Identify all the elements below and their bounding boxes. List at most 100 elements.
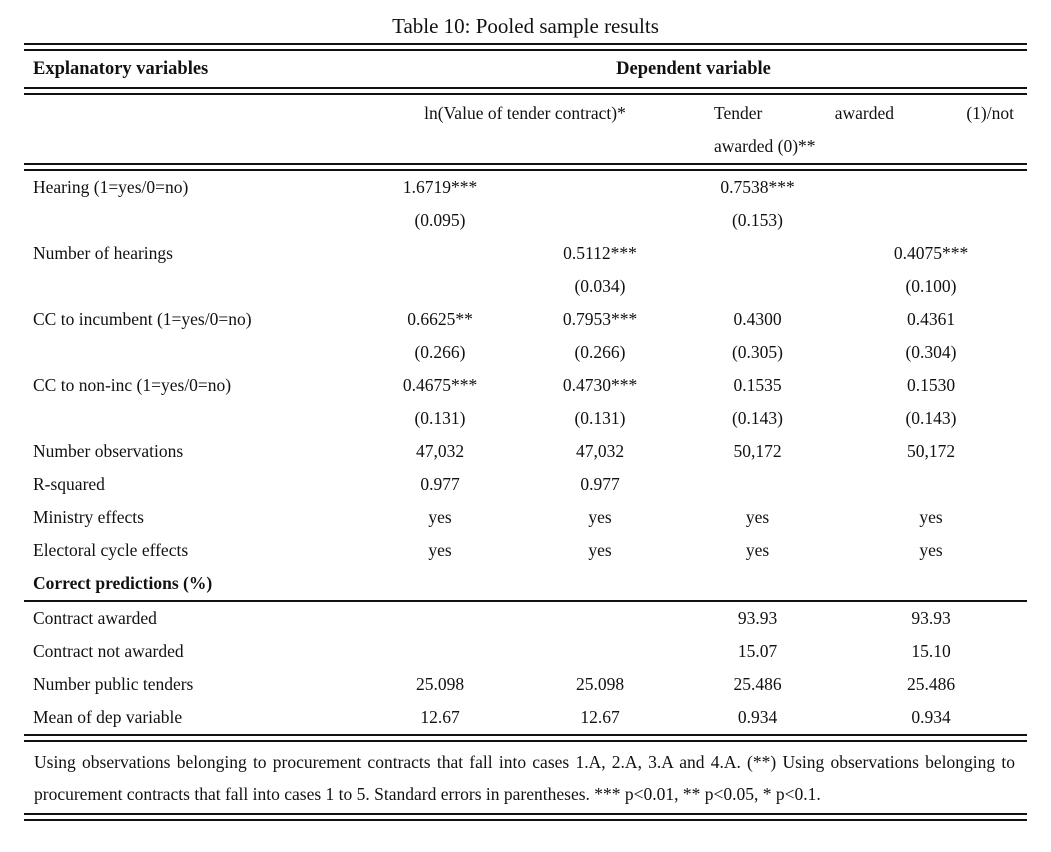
row-label: Hearing (1=yes/0=no) bbox=[33, 177, 189, 197]
subheader-tender-awarded-line1: Tender awarded (1)/not bbox=[714, 97, 1014, 130]
row-value bbox=[680, 270, 835, 303]
row-value bbox=[360, 567, 520, 600]
row-label: CC to incumbent (1=yes/0=no) bbox=[33, 309, 252, 329]
table-body-predictions: Contract awarded 93.93 93.93 Contract not a… bbox=[24, 602, 1027, 734]
row-label: Mean of dep variable bbox=[33, 707, 183, 727]
table-title: Table 10: Pooled sample results bbox=[392, 14, 659, 38]
row-value: 93.93 bbox=[737, 608, 778, 628]
row-value: (0.131) bbox=[414, 408, 466, 428]
rule-below-header bbox=[24, 87, 1027, 95]
row-value: yes bbox=[919, 540, 943, 560]
table-row: Hearing (1=yes/0=no) 1.6719*** 0.7538*** bbox=[24, 171, 1027, 204]
row-value: (0.266) bbox=[574, 342, 626, 362]
row-value bbox=[835, 204, 1027, 237]
header-explanatory-variables: Explanatory variables bbox=[33, 59, 209, 79]
table-row: CC to incumbent (1=yes/0=no) 0.6625** 0.79… bbox=[24, 303, 1027, 336]
rule-below-correct-predictions bbox=[24, 600, 1027, 602]
row-value: 93.93 bbox=[911, 608, 951, 628]
row-label: Number public tenders bbox=[33, 674, 194, 694]
rule-below-subheader bbox=[24, 163, 1027, 171]
row-label bbox=[24, 336, 360, 369]
row-value: 25.486 bbox=[906, 674, 956, 694]
row-label bbox=[24, 402, 360, 435]
row-value: 47,032 bbox=[575, 441, 625, 461]
row-value: 0.977 bbox=[420, 474, 460, 494]
row-label: Contract awarded bbox=[33, 608, 157, 628]
subheader-ln-value: ln(Value of tender contract)* bbox=[424, 103, 626, 123]
rule-bottom bbox=[24, 813, 1027, 821]
row-value bbox=[680, 237, 835, 270]
subheader-empty-cell bbox=[24, 95, 360, 163]
table-subheader-row: ln(Value of tender contract)* Tender awa… bbox=[24, 95, 1027, 163]
row-value: (0.143) bbox=[905, 408, 957, 428]
row-value: 0.934 bbox=[911, 707, 951, 727]
table-row: Mean of dep variable 12.67 12.67 0.934 0.934 bbox=[24, 701, 1027, 734]
row-value: 12.67 bbox=[420, 707, 460, 727]
row-label: Electoral cycle effects bbox=[33, 540, 189, 560]
table-row: Correct predictions (%) bbox=[24, 567, 1027, 600]
row-value: 0.934 bbox=[737, 707, 778, 727]
row-value: 25.486 bbox=[733, 674, 782, 694]
row-value: 25.098 bbox=[415, 674, 465, 694]
table-row: (0.266) (0.266) (0.305) (0.304) bbox=[24, 336, 1027, 369]
subheader-word-3: (1)/not bbox=[966, 103, 1014, 123]
row-value bbox=[520, 602, 680, 635]
table-row: Contract awarded 93.93 93.93 bbox=[24, 602, 1027, 635]
row-value: 0.5112*** bbox=[563, 243, 637, 263]
row-value: 25.098 bbox=[575, 674, 625, 694]
table-row: Number of hearings 0.5112*** 0.4075*** bbox=[24, 237, 1027, 270]
row-label: CC to non-inc (1=yes/0=no) bbox=[33, 375, 232, 395]
subheader-tender-awarded: Tender awarded (1)/not awarded (0)** bbox=[680, 95, 1027, 163]
row-value: (0.034) bbox=[574, 276, 626, 296]
table-row: Contract not awarded 15.07 15.10 bbox=[24, 635, 1027, 668]
row-value: 0.4675*** bbox=[402, 375, 478, 395]
row-label: R-squared bbox=[33, 474, 105, 494]
row-value bbox=[520, 204, 680, 237]
row-value: 0.1535 bbox=[733, 375, 782, 395]
row-value: 0.977 bbox=[580, 474, 620, 494]
table-footnote: Using observations belonging to procurem… bbox=[34, 752, 1015, 804]
row-value: (0.100) bbox=[905, 276, 957, 296]
row-value bbox=[835, 567, 1027, 600]
row-value: (0.304) bbox=[905, 342, 957, 362]
row-value: 15.10 bbox=[911, 641, 951, 661]
row-value bbox=[680, 567, 835, 600]
row-value: 0.4300 bbox=[733, 309, 782, 329]
row-value bbox=[520, 171, 680, 204]
subheader-tender-awarded-line2: awarded (0)** bbox=[714, 136, 816, 156]
rule-below-body bbox=[24, 734, 1027, 742]
row-value: (0.131) bbox=[574, 408, 626, 428]
row-value: 0.6625** bbox=[407, 309, 473, 329]
row-value bbox=[360, 635, 520, 668]
row-label: Number observations bbox=[33, 441, 184, 461]
row-label bbox=[24, 204, 360, 237]
row-value: 0.4361 bbox=[906, 309, 956, 329]
row-value bbox=[520, 567, 680, 600]
row-value: yes bbox=[588, 507, 612, 527]
table-row: CC to non-inc (1=yes/0=no) 0.4675*** 0.473… bbox=[24, 369, 1027, 402]
row-value: 0.4730*** bbox=[562, 375, 638, 395]
row-value: 15.07 bbox=[737, 641, 778, 661]
row-label: Contract not awarded bbox=[33, 641, 184, 661]
table-header-row: Explanatory variables Dependent variable bbox=[24, 51, 1027, 87]
row-value: 0.7953*** bbox=[562, 309, 638, 329]
row-value bbox=[520, 635, 680, 668]
row-value: 0.4075*** bbox=[893, 243, 969, 263]
row-value: (0.305) bbox=[731, 342, 784, 362]
row-value: yes bbox=[919, 507, 943, 527]
table-row: (0.034) (0.100) bbox=[24, 270, 1027, 303]
row-label bbox=[24, 270, 360, 303]
table-row: Electoral cycle effects yes yes yes yes bbox=[24, 534, 1027, 567]
table-row: (0.095) (0.153) bbox=[24, 204, 1027, 237]
header-dependent-variable: Dependent variable bbox=[616, 59, 771, 79]
row-value: (0.266) bbox=[414, 342, 466, 362]
row-value: 50,172 bbox=[733, 441, 782, 461]
row-label: Number of hearings bbox=[33, 243, 173, 263]
table-row: Number public tenders 25.098 25.098 25.486 2… bbox=[24, 668, 1027, 701]
rule-top bbox=[24, 43, 1027, 51]
row-value: yes bbox=[745, 507, 770, 527]
row-value: (0.153) bbox=[731, 210, 784, 230]
results-table: Explanatory variables Dependent variable… bbox=[24, 43, 1027, 821]
row-value bbox=[835, 171, 1027, 204]
